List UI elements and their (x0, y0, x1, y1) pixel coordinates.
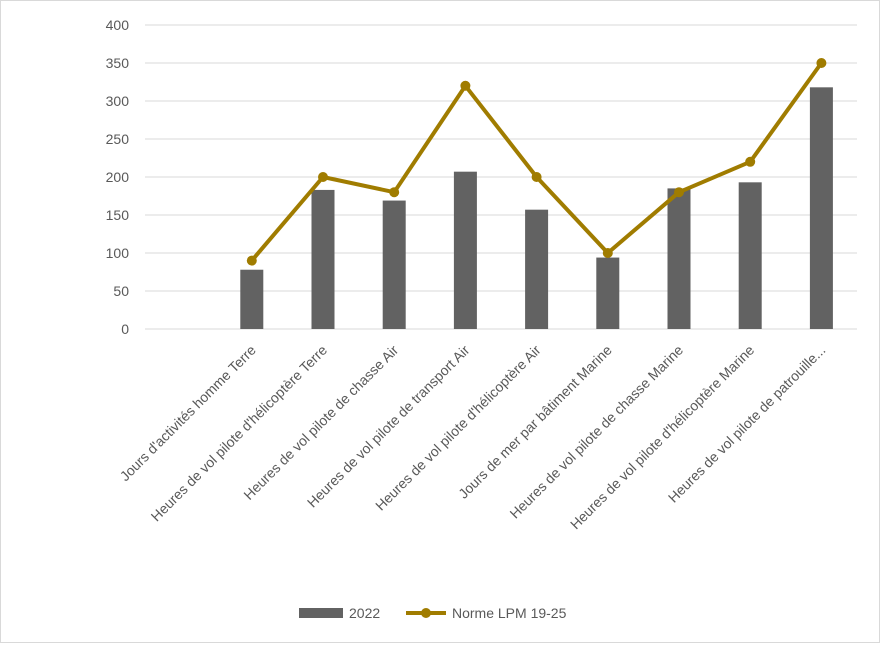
legend-label: 2022 (349, 605, 380, 621)
bar (382, 200, 406, 329)
y-tick-label: 200 (106, 169, 130, 185)
line-point (602, 248, 613, 258)
y-tick-label: 100 (106, 245, 130, 261)
bar (311, 189, 335, 329)
line-point (745, 156, 756, 167)
bar (667, 188, 691, 329)
bar-series (240, 87, 833, 329)
y-tick-label: 0 (121, 321, 129, 337)
x-tick-label: Jours d'activités homme Terre (117, 342, 259, 484)
y-tick-label: 250 (106, 131, 130, 147)
line-point (531, 172, 542, 182)
line-point (318, 172, 328, 182)
gridlines (145, 24, 857, 330)
bar (240, 269, 264, 329)
y-tick-label: 350 (106, 55, 130, 71)
y-tick-label: 150 (106, 207, 130, 223)
line-point (816, 58, 827, 68)
line-point (460, 80, 471, 91)
line-point (674, 187, 684, 198)
x-tick-label: Jours de mer par bâtiment Marine (455, 342, 615, 502)
bar (738, 182, 762, 329)
bar (453, 171, 477, 329)
bar (596, 257, 620, 329)
legend-label: Norme LPM 19-25 (452, 605, 567, 621)
legend-swatch-bar (299, 608, 343, 618)
line-point (246, 255, 257, 266)
y-tick-label: 300 (106, 93, 130, 109)
y-tick-label: 400 (106, 17, 130, 33)
bar (525, 209, 549, 329)
y-tick-label: 50 (113, 283, 129, 299)
line-series (246, 58, 827, 266)
line-point (389, 187, 400, 198)
legend: 2022 Norme LPM 19-25 (299, 605, 567, 621)
y-axis-ticks: 0 50 100 150 200 250 300 350 400 (106, 17, 130, 337)
x-tick-label: Heures de vol pilote de chasse Air (240, 342, 401, 503)
bar (809, 87, 833, 329)
x-tick-label: Heures de vol pilote de patrouille... (665, 342, 829, 506)
legend-swatch-marker (421, 608, 431, 618)
